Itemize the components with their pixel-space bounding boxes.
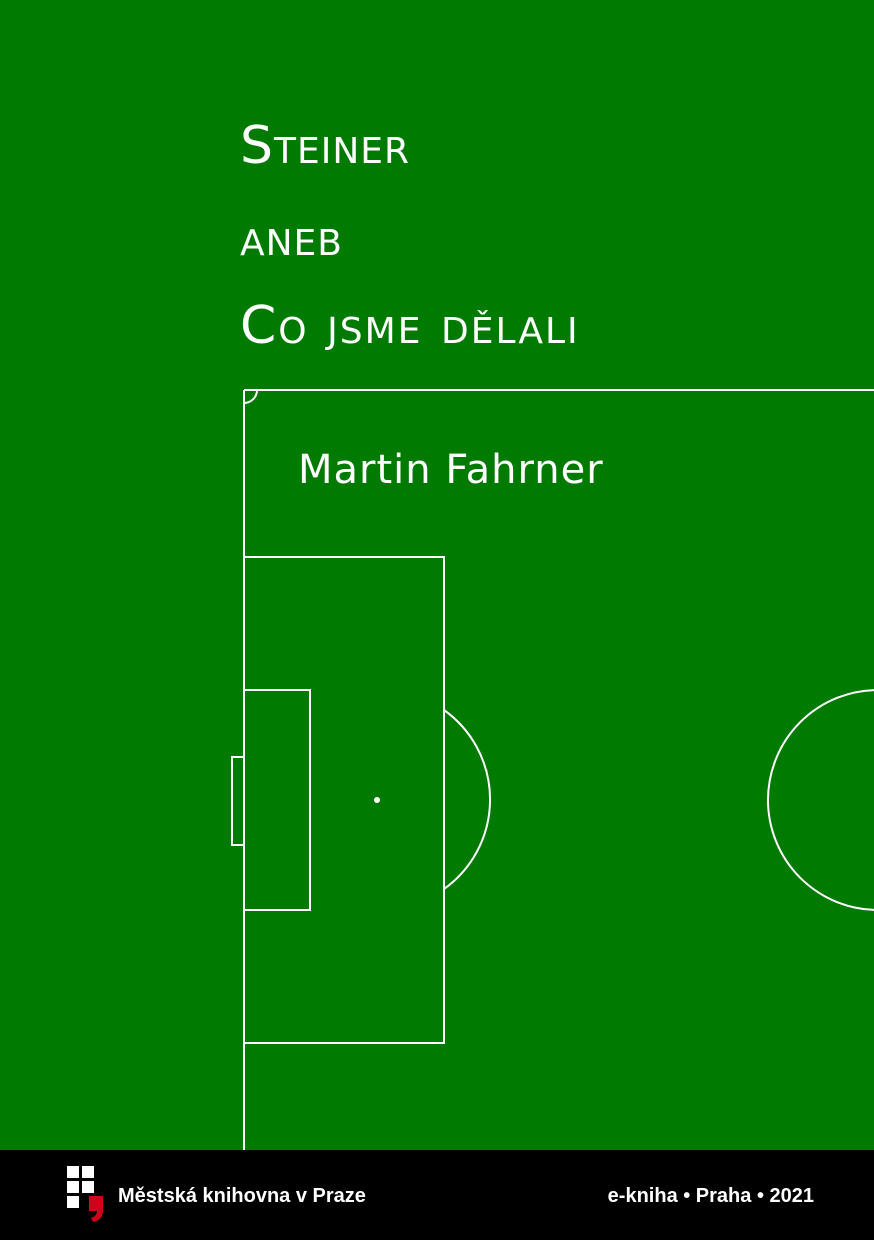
football-pitch-illustration [231, 389, 874, 1150]
author-name: Martin Fahrner [298, 447, 604, 493]
edition-imprint: e-kniha • Praha • 2021 [607, 1185, 814, 1207]
pitch-centre-circle [767, 689, 874, 911]
publisher-name: Městská knihovna v Praze [118, 1185, 366, 1207]
pitch-penalty-area [243, 556, 445, 1044]
book-title-line-1: Steiner [240, 116, 411, 176]
book-title-line-2: aneb [240, 208, 343, 268]
pitch-penalty-arc [443, 709, 492, 890]
pitch-goal [231, 756, 245, 846]
pitch-penalty-spot [374, 797, 380, 803]
book-title-line-3: Co jsme dělali [240, 296, 580, 356]
pitch-goal-area [243, 689, 311, 911]
pitch-corner-arc [243, 389, 258, 404]
mkp-logo-icon [67, 1166, 103, 1222]
publisher-footer: Městská knihovna v Praze e-kniha • Praha… [0, 1150, 874, 1240]
